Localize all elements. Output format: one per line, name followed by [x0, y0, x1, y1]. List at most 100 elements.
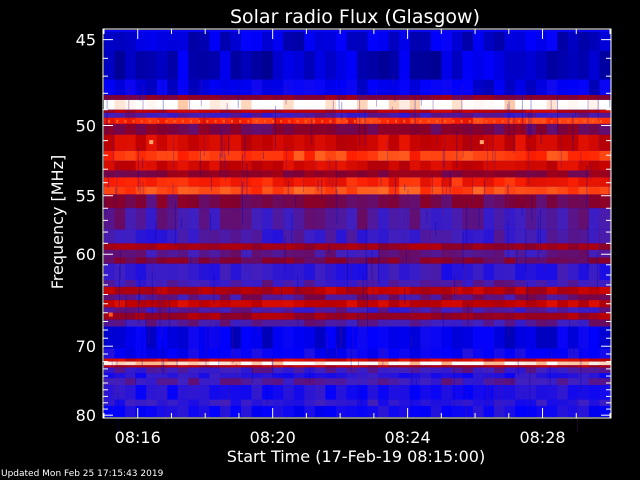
spectrogram-cell — [494, 194, 506, 209]
spectrogram-cell — [388, 31, 400, 51]
spectrogram-cell — [304, 177, 316, 187]
spectrogram-cell — [515, 160, 527, 171]
spectrogram-cell — [378, 280, 390, 287]
spectrogram-cell — [156, 170, 168, 178]
spectrogram-cell — [314, 194, 326, 209]
spectrogram-cell — [283, 358, 295, 362]
spectrogram-cell — [515, 31, 527, 51]
spectrogram-cell — [209, 326, 221, 349]
spectrogram-cell — [515, 294, 527, 301]
spectrogram-cell — [588, 123, 601, 135]
spectrogram-cell — [177, 257, 189, 264]
spectrogram-streak — [332, 100, 334, 135]
spectrogram-cell — [251, 300, 263, 308]
spectrogram-cell — [251, 94, 263, 100]
spectrogram-cell — [125, 117, 137, 124]
spectrogram-cell — [188, 160, 200, 171]
spectrogram-cell — [209, 249, 221, 258]
updated-timestamp: Updated Mon Feb 25 17:15:43 2019 — [1, 469, 164, 479]
spectrogram-cell — [314, 263, 326, 280]
spectrogram-cell — [335, 312, 348, 320]
spectrogram-cell — [188, 405, 200, 417]
spectrogram-cell — [251, 160, 263, 171]
spectrogram-cell — [262, 208, 274, 230]
spectrogram-cell — [525, 367, 537, 374]
spectrogram-cell — [378, 286, 390, 295]
spectrogram-cell — [546, 280, 558, 287]
spectrogram-cell — [262, 280, 274, 287]
spectrogram-cell — [135, 263, 147, 280]
spectrogram-cell — [378, 177, 390, 187]
spectrogram-streak — [228, 388, 230, 402]
spectrogram-cell — [588, 399, 601, 406]
spectrogram-cell — [325, 50, 337, 80]
spectrogram-cell — [241, 280, 253, 287]
spectrogram-cell — [135, 186, 147, 195]
spectrogram-streak — [343, 197, 345, 217]
spectrogram-streak — [375, 89, 377, 107]
spectrogram-dot — [140, 119, 143, 123]
spectrogram-cell — [536, 307, 548, 313]
spectrogram-cell — [367, 286, 379, 295]
spectrogram-cell — [515, 286, 527, 295]
spectrogram-band — [104, 312, 611, 320]
spectrogram-cell — [420, 50, 432, 80]
spectrogram-cell — [567, 31, 579, 51]
spectrogram-cell — [515, 280, 527, 287]
spectrogram-streak — [411, 371, 413, 415]
spectrogram-cell — [525, 348, 537, 359]
spectrogram-cell — [272, 123, 284, 135]
spectrogram-cell — [262, 319, 274, 327]
spectrogram-cell — [314, 170, 326, 178]
spectrogram-cell — [430, 229, 442, 244]
spectrogram-streak — [359, 117, 361, 146]
spectrogram-cell — [219, 312, 232, 320]
spectrogram-streak — [540, 130, 542, 144]
spectrogram-cell — [177, 280, 189, 287]
spectrogram-cell — [357, 134, 369, 151]
spectrogram-cell — [420, 312, 432, 320]
spectrogram-cell — [515, 208, 527, 230]
spectrogram-cell — [472, 319, 485, 327]
spectrogram-cell — [104, 160, 116, 171]
spectrogram-cell — [420, 399, 432, 406]
spectrogram-cell — [567, 109, 579, 113]
spectrogram-cell — [462, 134, 474, 151]
spectrogram-cell — [230, 263, 242, 280]
spectrogram-cell — [241, 229, 253, 244]
spectrogram-streak — [215, 87, 217, 96]
spectrogram-cell — [588, 112, 601, 118]
spectrogram-cell — [209, 399, 221, 406]
spectrogram-cell — [472, 194, 485, 209]
spectrogram-band — [104, 243, 611, 250]
spectrogram-dot — [345, 119, 348, 123]
spectrogram-cell — [441, 177, 453, 187]
spectrogram-cell — [599, 307, 611, 313]
spectrogram-cell — [357, 348, 369, 359]
spectrogram-streak — [145, 313, 147, 332]
spectrogram-cell — [104, 177, 116, 187]
spectrogram-cell — [304, 373, 316, 379]
spectrogram-cell — [104, 257, 116, 264]
spectrogram-cell — [104, 243, 116, 250]
spectrogram-cell — [272, 280, 284, 287]
spectrogram-cell — [198, 399, 211, 406]
spectrogram-streak — [366, 293, 368, 336]
spectrogram-cell — [146, 170, 158, 178]
spectrogram-cell — [525, 150, 537, 161]
spectrogram-cell — [230, 109, 242, 113]
spectrogram-cell — [346, 160, 358, 171]
spectrogram-cell — [167, 117, 179, 124]
spectrogram-cell — [325, 348, 337, 359]
spectrogram-cell — [346, 229, 358, 244]
spectrogram-cell — [335, 160, 348, 171]
spectrogram-cell — [272, 170, 284, 178]
spectrogram-cell — [515, 243, 527, 250]
spectrogram-cell — [114, 405, 126, 417]
spectrogram-cell — [588, 358, 601, 362]
spectrogram-cell — [567, 208, 579, 230]
spectrogram-cell — [146, 263, 158, 280]
spectrogram-cell — [262, 257, 274, 264]
spectrogram-cell — [230, 249, 242, 258]
